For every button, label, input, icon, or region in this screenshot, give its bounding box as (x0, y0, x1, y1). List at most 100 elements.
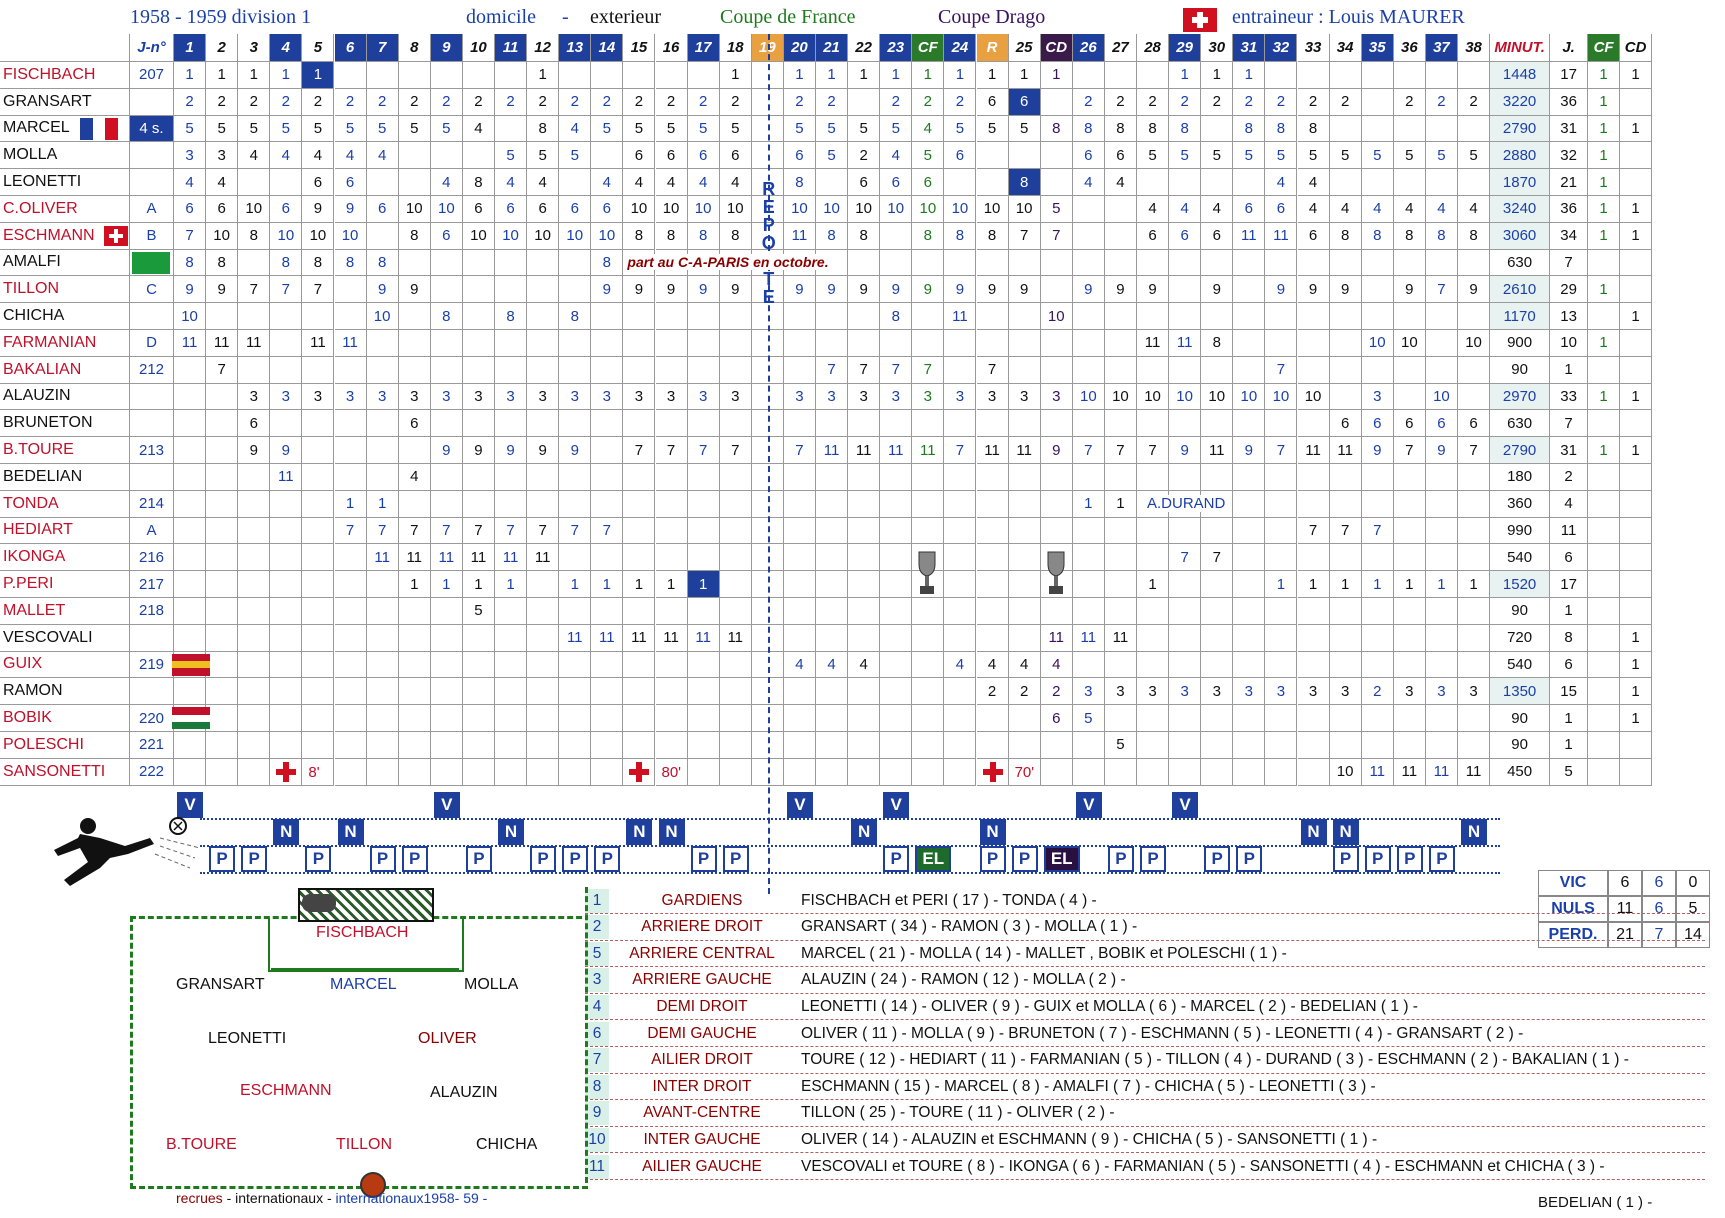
player-minutes: 630 (1490, 249, 1551, 277)
match-cell (334, 464, 367, 491)
player-games: 34 (1550, 222, 1589, 250)
match-cell (1361, 276, 1394, 304)
player-cd: 1 (1620, 303, 1653, 330)
match-cell (848, 303, 881, 330)
match-cell: 8 (1104, 115, 1137, 143)
player-name: FARMANIAN (0, 330, 130, 357)
header-match-12: 12 (527, 34, 560, 62)
player-cf (1588, 249, 1621, 277)
match-cell (527, 464, 560, 491)
match-cell (1169, 758, 1202, 786)
match-cell (1425, 115, 1458, 143)
match-cell: 10 (1425, 383, 1458, 411)
match-cell (1297, 705, 1330, 732)
match-cell (1425, 598, 1458, 625)
match-cell (1361, 169, 1394, 196)
match-cell: 7 (238, 276, 271, 304)
match-cell (1265, 705, 1298, 732)
match-cell (462, 62, 495, 89)
match-cell (1104, 330, 1137, 357)
match-cell: 11 (912, 437, 945, 464)
match-cell (1329, 624, 1362, 652)
legend-recrues: recrues (176, 1190, 223, 1206)
match-cell (1169, 571, 1202, 598)
player-name: BAKALIAN (0, 356, 130, 384)
match-cell: 2 (1137, 88, 1170, 116)
match-cell (1458, 651, 1491, 679)
match-cell (880, 758, 913, 786)
match-cell: 5 (559, 142, 592, 170)
match-cell: 7 (944, 437, 977, 464)
match-cell: 5 (623, 115, 656, 143)
match-cell (1329, 544, 1362, 572)
match-cell: 2 (1233, 88, 1266, 116)
match-cell: 3 (559, 383, 592, 411)
match-cell (1072, 222, 1105, 250)
match-cell (687, 758, 720, 786)
match-cell (848, 758, 881, 786)
match-cell (1201, 705, 1234, 732)
match-cell: 7 (1265, 437, 1298, 464)
match-cell (1104, 544, 1137, 572)
match-cell (591, 356, 624, 384)
match-cell: 10 (366, 303, 399, 330)
match-cell: 1 (559, 571, 592, 598)
match-cell (302, 410, 335, 438)
position-players: LEONETTI ( 14 ) - OLIVER ( 9 ) - GUIX et… (801, 997, 1418, 1015)
result-loss: P (530, 845, 557, 872)
player-minutes: 90 (1490, 705, 1551, 732)
match-cell (1329, 356, 1362, 384)
swiss-flag-icon (104, 225, 128, 246)
match-cell: 1 (880, 62, 913, 89)
match-cell (1361, 115, 1394, 143)
match-cell: 2 (495, 88, 528, 116)
match-cell (880, 490, 913, 518)
match-cell (174, 571, 207, 598)
match-cell: 2 (559, 88, 592, 116)
match-cell: 11 (462, 544, 495, 572)
nuls-label: NULS (1538, 896, 1608, 922)
match-cell: 8 (912, 222, 945, 250)
header-match-21: 21 (816, 34, 849, 62)
result-loss: P (209, 845, 236, 872)
match-cell (398, 356, 431, 384)
match-cell: 6 (1265, 196, 1298, 223)
match-cell: 11 (1265, 222, 1298, 250)
match-cell: 7 (1265, 356, 1298, 384)
player-cf (1588, 517, 1621, 545)
match-cell (1297, 598, 1330, 625)
match-cell: 5 (270, 115, 303, 143)
match-cell: 11 (655, 624, 688, 652)
match-cell: 2 (912, 88, 945, 116)
match-cell (1072, 410, 1105, 438)
match-cell (719, 651, 752, 679)
player-games: 4 (1550, 490, 1589, 518)
match-cell (559, 758, 592, 786)
match-cell: 8 (527, 115, 560, 143)
match-cell (719, 678, 752, 706)
match-cell (1233, 651, 1266, 679)
injury-cross-icon (982, 761, 1003, 782)
match-cell (495, 490, 528, 518)
match-cell: 8 (1393, 222, 1426, 250)
match-cell (1233, 303, 1266, 330)
legend-coupe-drago: Coupe Drago (938, 6, 1046, 28)
match-cell: 8 (1040, 115, 1073, 143)
match-cell (1040, 276, 1073, 304)
match-cell: 1 (334, 490, 367, 518)
match-cell (1425, 464, 1458, 491)
match-cell (1169, 410, 1202, 438)
match-cell (816, 758, 849, 786)
match-cell (398, 62, 431, 89)
match-cell (430, 62, 463, 89)
match-cell (1361, 356, 1394, 384)
player-cf (1588, 571, 1621, 598)
match-cell (1329, 303, 1362, 330)
match-cell (848, 464, 881, 491)
match-cell: 2 (719, 88, 752, 116)
header-match-32: 32 (1265, 34, 1298, 62)
player-minutes: 90 (1490, 732, 1551, 759)
match-cell (1104, 464, 1137, 491)
match-cell (976, 758, 1009, 786)
match-cell (1137, 544, 1170, 572)
